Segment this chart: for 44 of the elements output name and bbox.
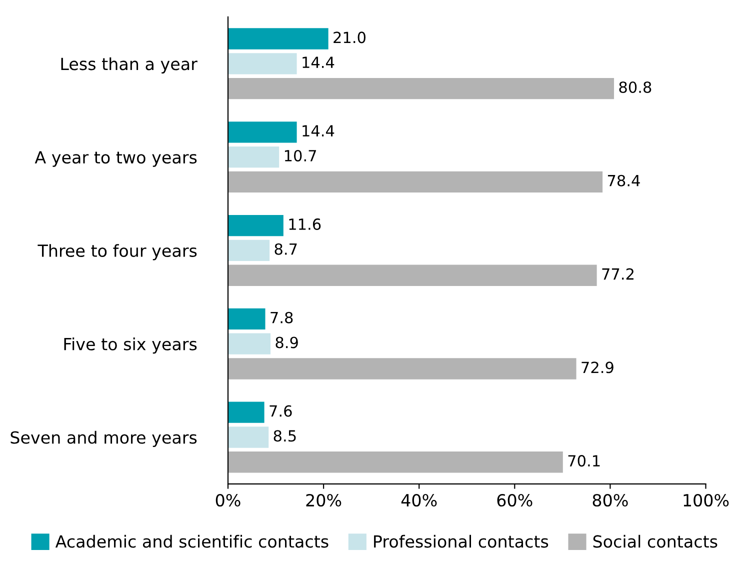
legend-label: Social contacts <box>593 534 718 548</box>
data-label: 72.9 <box>582 362 614 374</box>
bar <box>228 402 264 423</box>
bar <box>228 146 280 168</box>
data-label: 7.8 <box>270 312 293 324</box>
bar <box>228 264 597 286</box>
x-tick-label: 60% <box>497 494 532 507</box>
y-tick-label: Three to four years <box>38 244 197 260</box>
bar <box>228 122 297 143</box>
bar <box>228 240 270 262</box>
x-tick-label: 0% <box>216 494 240 507</box>
bar <box>228 333 271 354</box>
data-label: 21.0 <box>334 32 366 44</box>
legend-label: Academic and scientific contacts <box>55 534 328 548</box>
data-label: 8.9 <box>276 336 298 348</box>
data-label: 11.6 <box>289 218 321 230</box>
bar <box>228 358 576 380</box>
data-label: 14.4 <box>302 56 334 68</box>
x-tick-label: 80% <box>592 494 628 507</box>
bar <box>228 214 284 236</box>
legend-label: Professional contacts <box>374 534 548 548</box>
data-label: 77.2 <box>602 268 634 280</box>
bar <box>228 171 603 193</box>
y-tick-label: A year to two years <box>34 151 197 167</box>
data-label: 14.4 <box>302 125 334 136</box>
x-tick-label: 20% <box>306 494 342 507</box>
bar <box>228 426 269 448</box>
y-tick-label: Less than a year <box>61 57 198 74</box>
data-label: 78.4 <box>608 174 640 186</box>
data-label: 10.7 <box>284 150 316 162</box>
y-tick-label: Five to six years <box>64 338 197 354</box>
data-label: 80.8 <box>619 81 652 94</box>
bar <box>228 78 614 100</box>
x-tick-label: 100% <box>684 494 729 507</box>
data-label: 70.1 <box>568 455 600 467</box>
bar <box>228 53 297 74</box>
x-tick-label: 40% <box>401 494 437 507</box>
bar <box>228 308 266 330</box>
data-label: 7.6 <box>270 405 292 417</box>
data-label: 8.7 <box>274 243 297 255</box>
bar <box>228 452 563 473</box>
bar <box>228 28 328 50</box>
data-label: 8.5 <box>274 430 296 442</box>
y-tick-label: Seven and more years <box>10 430 197 448</box>
